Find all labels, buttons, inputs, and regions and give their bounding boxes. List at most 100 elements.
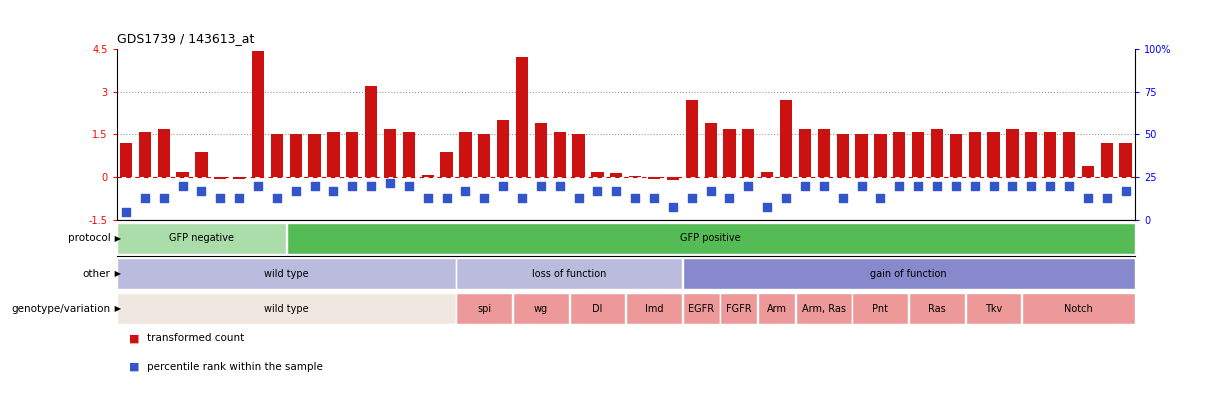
Bar — [1101, 143, 1113, 177]
Bar — [120, 143, 133, 177]
Point — [569, 195, 589, 201]
Point — [946, 183, 966, 189]
Bar — [1006, 129, 1018, 177]
Bar — [704, 123, 717, 177]
Point — [493, 183, 513, 189]
Text: wild type: wild type — [264, 304, 309, 314]
Point — [437, 195, 456, 201]
Point — [852, 183, 871, 189]
Text: percentile rank within the sample: percentile rank within the sample — [147, 362, 323, 371]
Bar — [682, 293, 720, 324]
Bar — [966, 293, 1021, 324]
Bar — [479, 134, 491, 177]
Bar — [139, 132, 151, 177]
Bar — [366, 86, 377, 177]
Point — [663, 203, 682, 210]
Point — [267, 195, 287, 201]
Bar — [252, 51, 264, 177]
Point — [380, 179, 400, 186]
Point — [626, 195, 645, 201]
Point — [814, 183, 833, 189]
Point — [211, 195, 231, 201]
Text: ■: ■ — [129, 362, 140, 371]
Bar — [629, 176, 642, 177]
Point — [890, 183, 909, 189]
Text: genotype/variation: genotype/variation — [11, 304, 110, 314]
Bar — [686, 100, 698, 177]
Point — [153, 195, 173, 201]
Bar — [1025, 132, 1037, 177]
Bar — [384, 129, 396, 177]
Point — [1079, 195, 1098, 201]
Bar — [724, 129, 736, 177]
Bar — [853, 293, 908, 324]
Text: GDS1739 / 143613_at: GDS1739 / 143613_at — [117, 32, 254, 45]
Bar — [610, 173, 622, 177]
Bar — [157, 129, 169, 177]
Bar — [271, 134, 283, 177]
Point — [455, 188, 475, 194]
Point — [304, 183, 324, 189]
Text: Tkv: Tkv — [985, 304, 1002, 314]
Text: protocol: protocol — [67, 233, 110, 243]
Text: gain of function: gain of function — [870, 269, 947, 279]
Text: Arm: Arm — [767, 304, 787, 314]
Point — [135, 195, 155, 201]
Text: Dl: Dl — [593, 304, 602, 314]
Bar — [909, 293, 964, 324]
Text: wild type: wild type — [264, 269, 309, 279]
Point — [757, 203, 777, 210]
Bar — [761, 172, 773, 177]
Point — [1059, 183, 1079, 189]
Bar — [875, 134, 886, 177]
Point — [739, 183, 758, 189]
Point — [191, 188, 211, 194]
Point — [117, 209, 136, 215]
Bar — [758, 293, 795, 324]
Text: ▶: ▶ — [112, 304, 120, 313]
Point — [512, 195, 531, 201]
Point — [871, 195, 891, 201]
Text: wg: wg — [534, 304, 548, 314]
Bar — [855, 134, 867, 177]
Bar — [682, 258, 1135, 289]
Bar — [591, 172, 604, 177]
Point — [701, 188, 720, 194]
Bar — [195, 151, 207, 177]
Bar — [117, 293, 455, 324]
Bar — [497, 120, 509, 177]
Point — [908, 183, 928, 189]
Bar — [569, 293, 626, 324]
Bar — [626, 293, 682, 324]
Bar — [573, 134, 585, 177]
Bar — [796, 293, 852, 324]
Point — [777, 195, 796, 201]
Text: GFP positive: GFP positive — [680, 233, 741, 243]
Point — [248, 183, 267, 189]
Bar — [515, 57, 528, 177]
Point — [475, 195, 494, 201]
Point — [229, 195, 249, 201]
Point — [588, 188, 607, 194]
Bar — [346, 132, 358, 177]
Point — [1021, 183, 1040, 189]
Bar — [1063, 132, 1075, 177]
Point — [928, 183, 947, 189]
Point — [342, 183, 362, 189]
Point — [361, 183, 380, 189]
Bar — [893, 132, 906, 177]
Bar — [553, 132, 566, 177]
Bar — [1022, 293, 1135, 324]
Bar — [988, 132, 1000, 177]
Text: ▶: ▶ — [112, 234, 120, 243]
Bar — [666, 177, 679, 180]
Bar — [117, 258, 455, 289]
Point — [418, 195, 438, 201]
Point — [1097, 195, 1117, 201]
Bar — [215, 177, 227, 179]
Bar — [456, 293, 512, 324]
Point — [173, 183, 193, 189]
Bar — [720, 293, 757, 324]
Bar — [290, 134, 302, 177]
Bar — [1082, 166, 1094, 177]
